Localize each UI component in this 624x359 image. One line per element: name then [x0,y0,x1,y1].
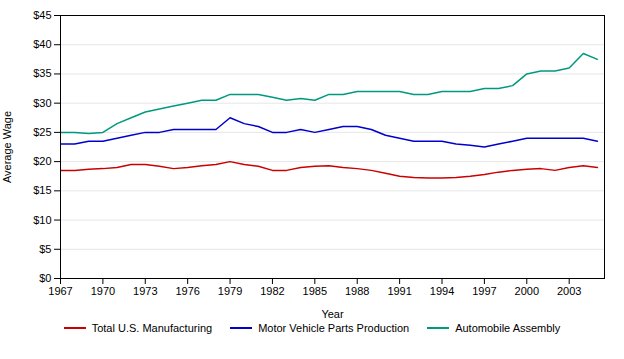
svg-text:Year: Year [321,308,344,320]
html-text:Automobile Assembly: Automobile Assembly [455,322,561,334]
svg-text:2003: 2003 [557,285,581,297]
svg-text:$5: $5 [39,243,51,255]
svg-text:1970: 1970 [91,285,115,297]
svg-text:1991: 1991 [387,285,411,297]
svg-text:1985: 1985 [303,285,327,297]
svg-text:$25: $25 [33,126,51,138]
svg-text:1988: 1988 [345,285,369,297]
svg-text:1967: 1967 [48,285,72,297]
html-text:Motor Vehicle Parts Production: Motor Vehicle Parts Production [258,322,410,334]
svg-text:$15: $15 [33,184,51,196]
svg-text:$35: $35 [33,67,51,79]
svg-text:$10: $10 [33,214,51,226]
svg-text:$30: $30 [33,97,51,109]
svg-text:2000: 2000 [515,285,539,297]
svg-text:$20: $20 [33,155,51,167]
svg-text:1973: 1973 [133,285,157,297]
svg-text:1976: 1976 [175,285,199,297]
svg-text:1979: 1979 [218,285,242,297]
svg-text:$40: $40 [33,38,51,50]
svg-text:1997: 1997 [472,285,496,297]
svg-text:Average Wage: Average Wage [1,111,13,183]
svg-text:$0: $0 [39,272,51,284]
html-text:Total U.S. Manufacturing: Total U.S. Manufacturing [91,322,213,334]
svg-text:1994: 1994 [430,285,454,297]
svg-text:1982: 1982 [260,285,284,297]
svg-text:$45: $45 [33,9,51,21]
